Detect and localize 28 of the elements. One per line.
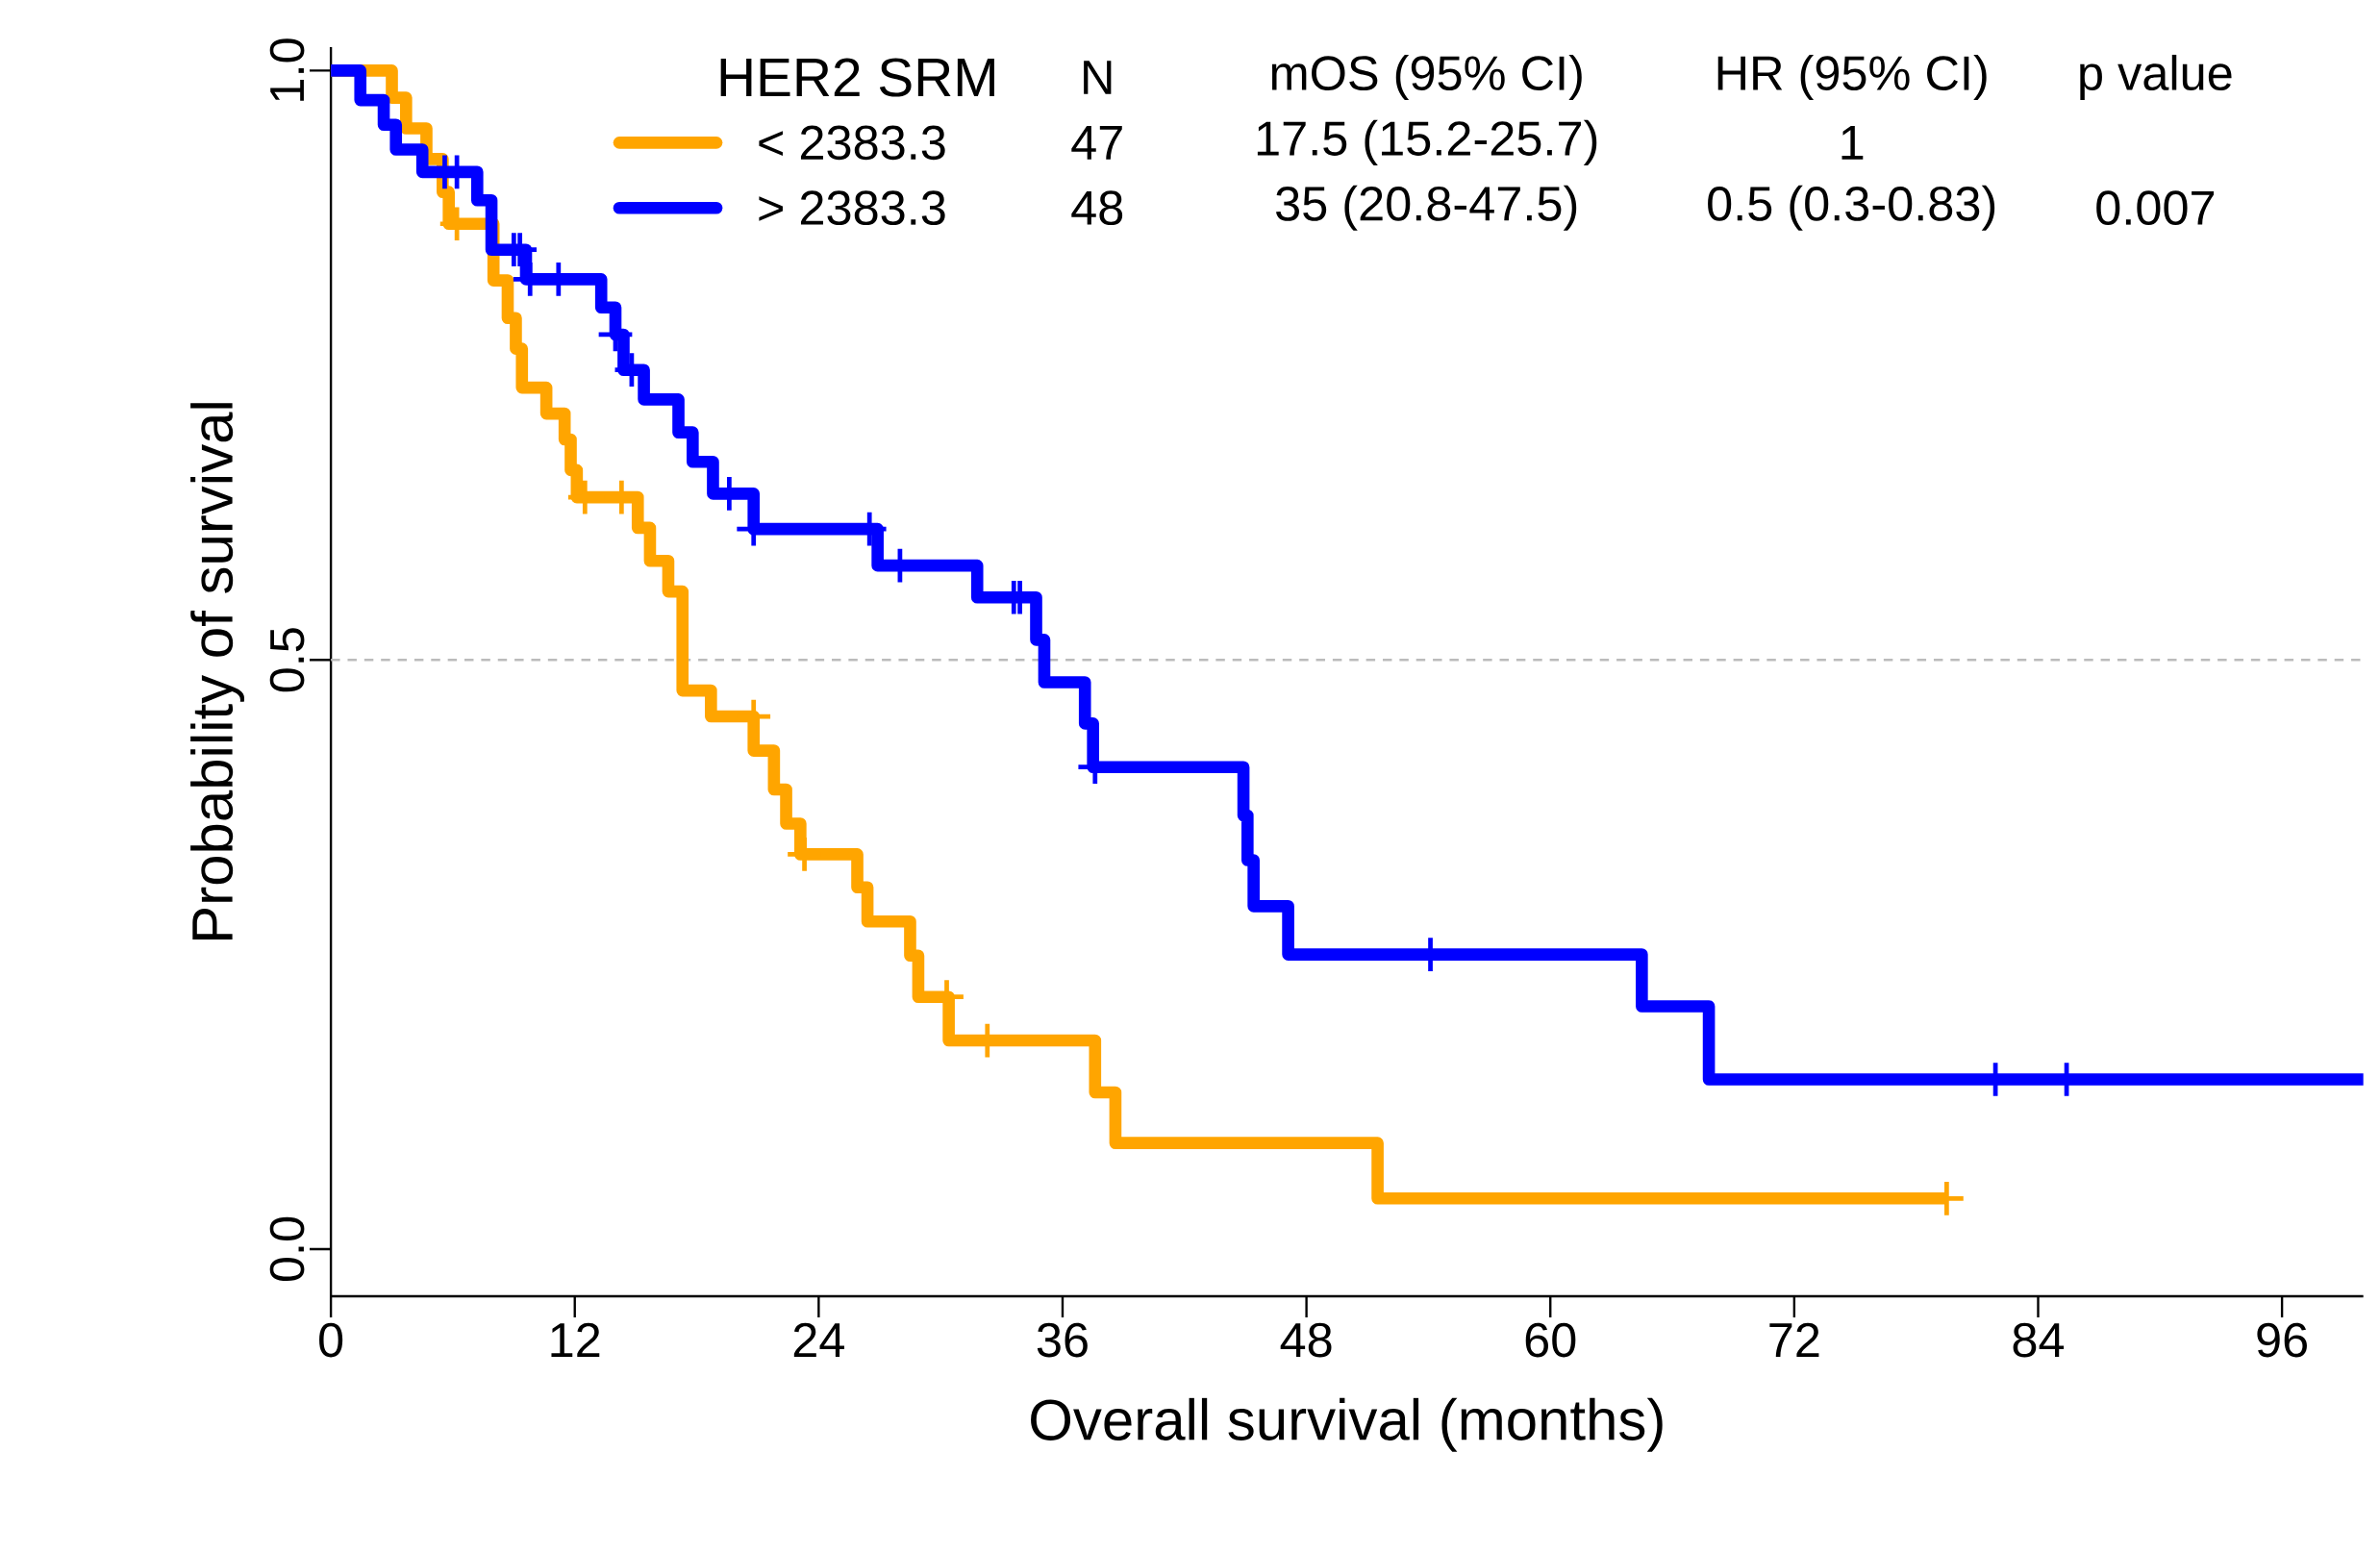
annotation: 48 — [1071, 190, 1123, 226]
annotation: HR (95% CI) — [1717, 55, 1987, 101]
annotation: 0.007 — [2096, 190, 2215, 226]
annotation: 17.5 (15.2-25.7) — [1257, 119, 1597, 165]
x-tick-label: 84 — [2013, 1322, 2065, 1358]
y-tick-label: 0.5 — [269, 628, 305, 692]
legend-label: > 2383.3 — [759, 190, 945, 226]
y-axis-title: Probability of survival — [190, 403, 245, 940]
x-tick-label: 36 — [1037, 1322, 1088, 1358]
x-tick-label: 96 — [2257, 1322, 2307, 1358]
annotation: 0.5 (0.3-0.83) — [1708, 185, 1995, 231]
annotation: 1 — [1841, 126, 1864, 160]
legend-label: < 2383.3 — [759, 125, 945, 161]
legend-title: HER2 SRM — [720, 58, 994, 97]
x-tick-label: 48 — [1280, 1322, 1332, 1358]
annotation: 35 (20.8-47.5) — [1276, 185, 1577, 231]
annotation: p value — [2080, 55, 2232, 101]
y-tick-label: 0.0 — [269, 1216, 305, 1282]
x-tick-label: 12 — [551, 1322, 600, 1358]
x-axis-title: Overall survival (months) — [1031, 1397, 1663, 1452]
annotation: mOS (95% CI) — [1271, 55, 1582, 101]
y-tick-label: 1.0 — [269, 38, 305, 101]
x-tick-label: 60 — [1525, 1322, 1576, 1358]
annotation: N — [1084, 61, 1112, 94]
annotation: 47 — [1071, 126, 1122, 160]
x-tick-label: 0 — [319, 1322, 343, 1358]
x-tick-label: 72 — [1769, 1322, 1819, 1358]
x-tick-label: 24 — [793, 1322, 844, 1358]
